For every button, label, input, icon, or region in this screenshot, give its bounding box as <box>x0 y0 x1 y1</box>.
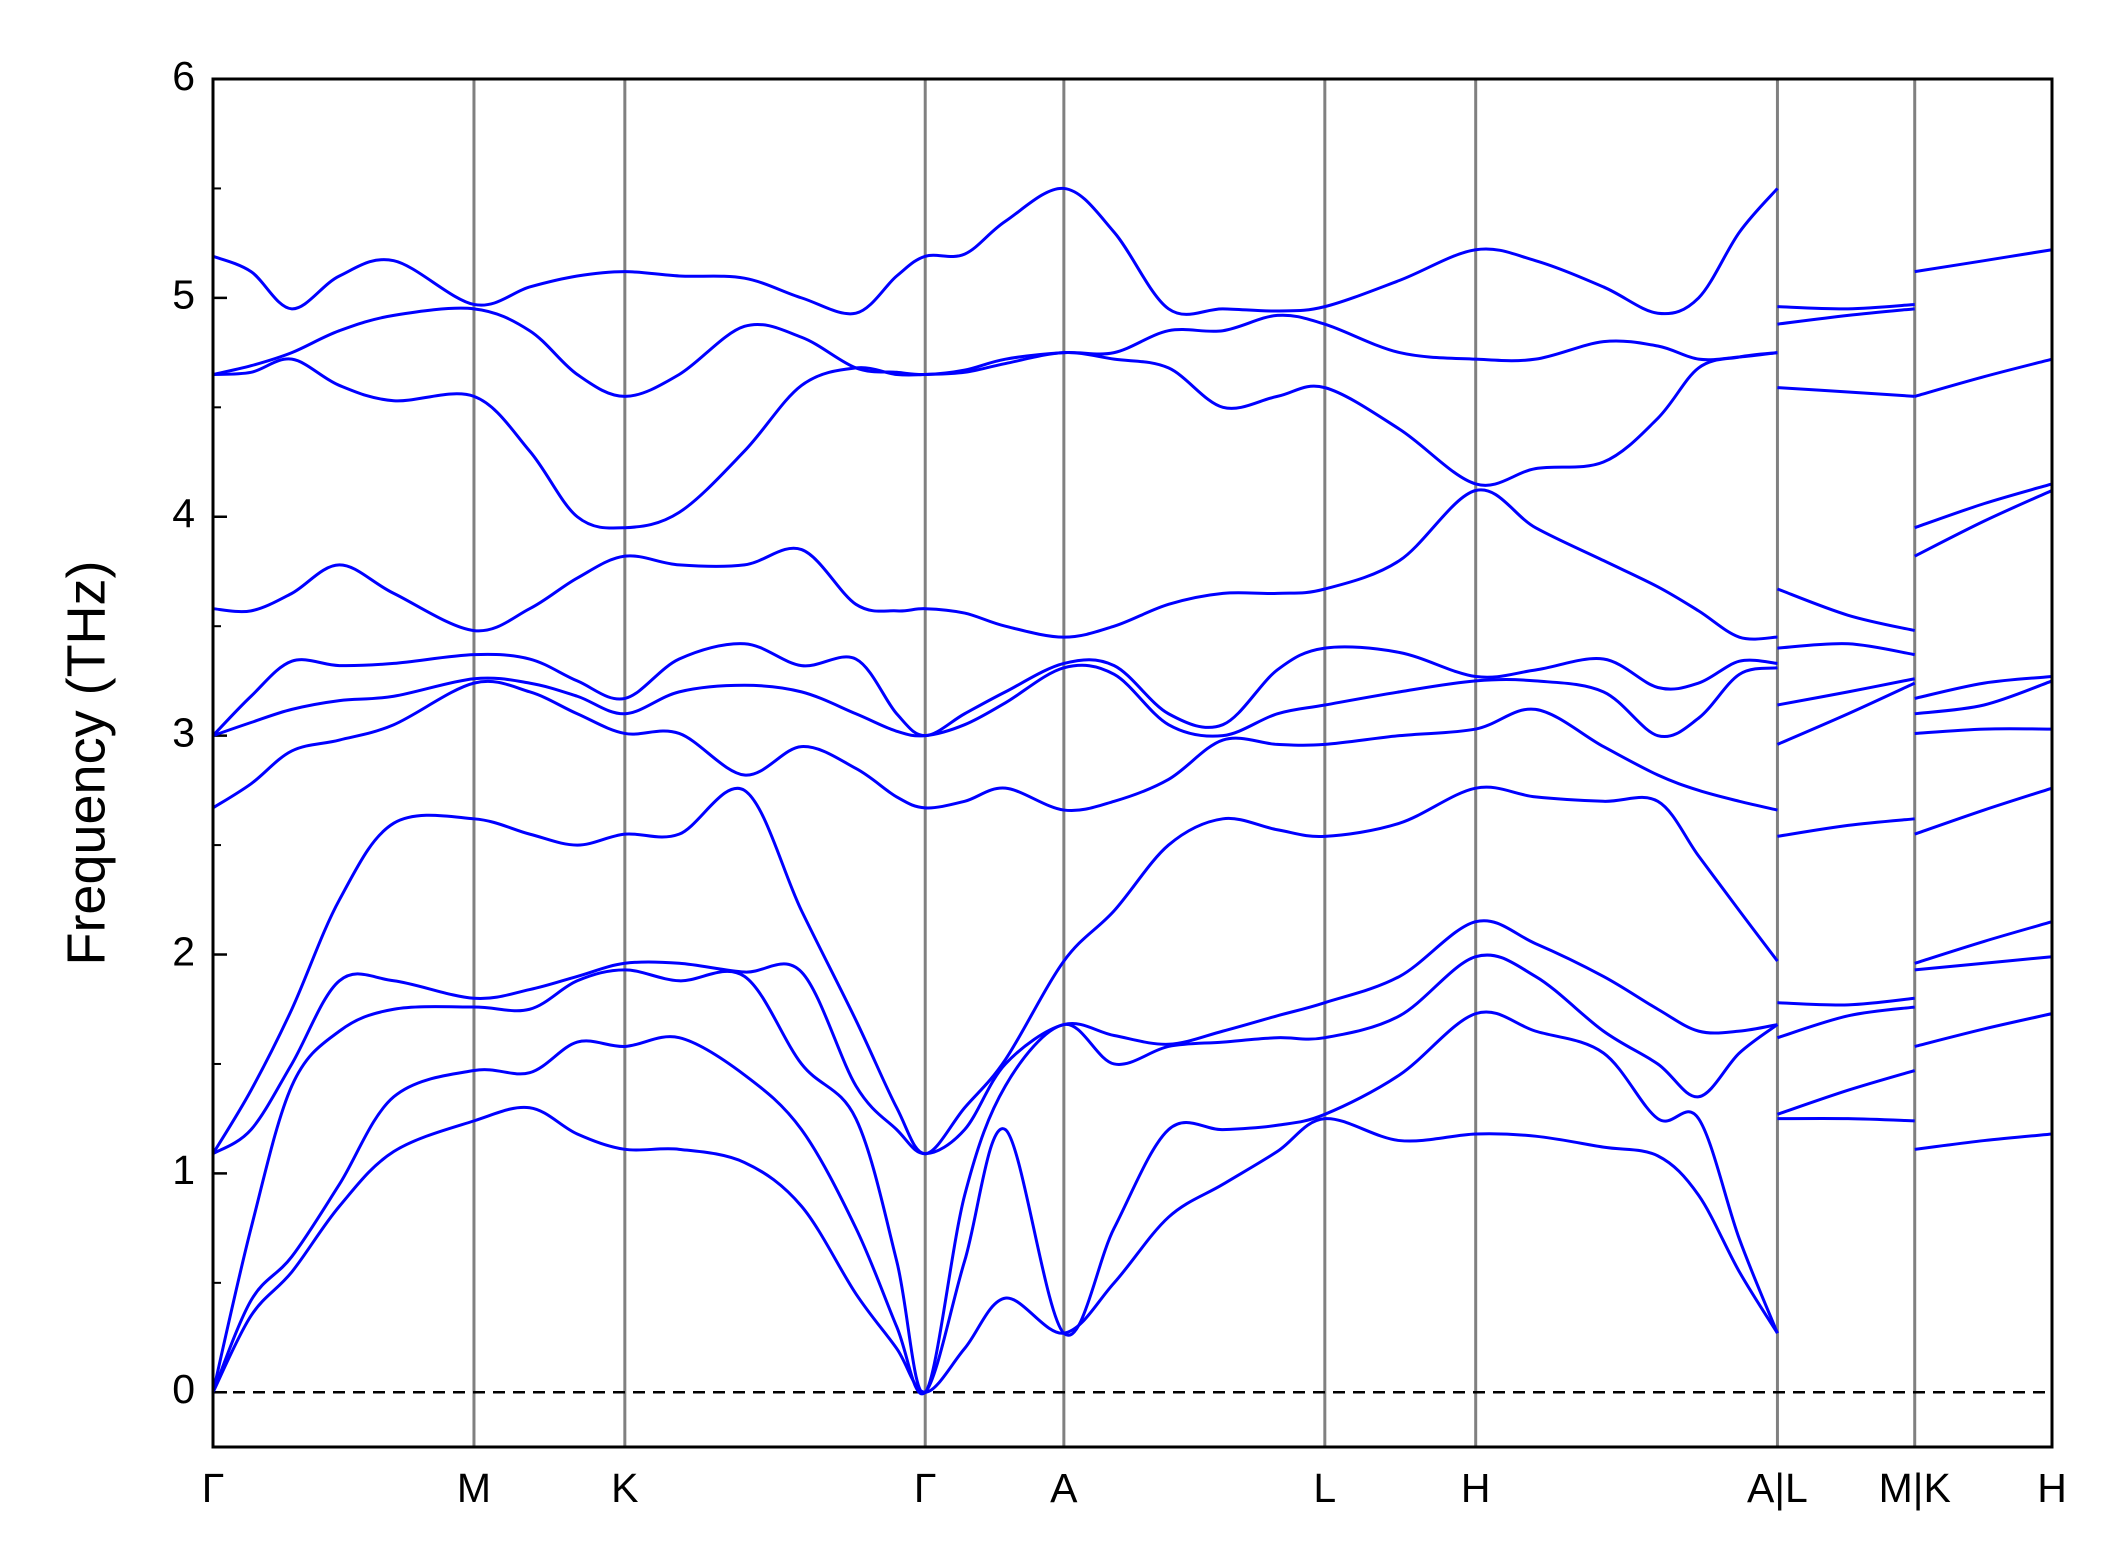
y-tick-label: 1 <box>172 1147 195 1193</box>
band-line <box>212 919 2053 1156</box>
y-tick-label: 3 <box>172 709 195 755</box>
band-line <box>211 642 2053 738</box>
x-tick-label: Γ <box>202 1465 225 1511</box>
x-tick-label: L <box>1313 1465 1336 1511</box>
x-tick-label: M|K <box>1879 1465 1951 1511</box>
band-line <box>211 953 2053 1395</box>
band-line <box>211 1010 2053 1396</box>
x-tick-label: H <box>1461 1465 1491 1511</box>
band-line <box>212 679 2053 813</box>
y-axis-label: Frequency (THz) <box>56 560 116 965</box>
y-tick-label: 6 <box>172 53 195 99</box>
x-tick-label: M <box>457 1465 491 1511</box>
x-tick-label: A <box>1050 1465 1078 1511</box>
x-tick-label: A|L <box>1747 1465 1808 1511</box>
band-line <box>212 663 2053 739</box>
y-tick-label: 0 <box>172 1366 195 1412</box>
y-tick-label: 4 <box>172 491 195 537</box>
x-tick-label: Γ <box>914 1465 937 1511</box>
band-line <box>212 306 2053 398</box>
x-tick-label: K <box>611 1465 638 1511</box>
band-line <box>212 351 2053 530</box>
plot-frame <box>211 77 2054 1449</box>
band-line <box>211 785 2053 1156</box>
y-tick-label: 5 <box>172 272 195 318</box>
x-tick-label: H <box>2037 1465 2067 1511</box>
band-line <box>212 186 2053 316</box>
band-line <box>212 488 2053 641</box>
band-line <box>211 1105 2053 1394</box>
y-tick-label: 2 <box>172 928 195 974</box>
